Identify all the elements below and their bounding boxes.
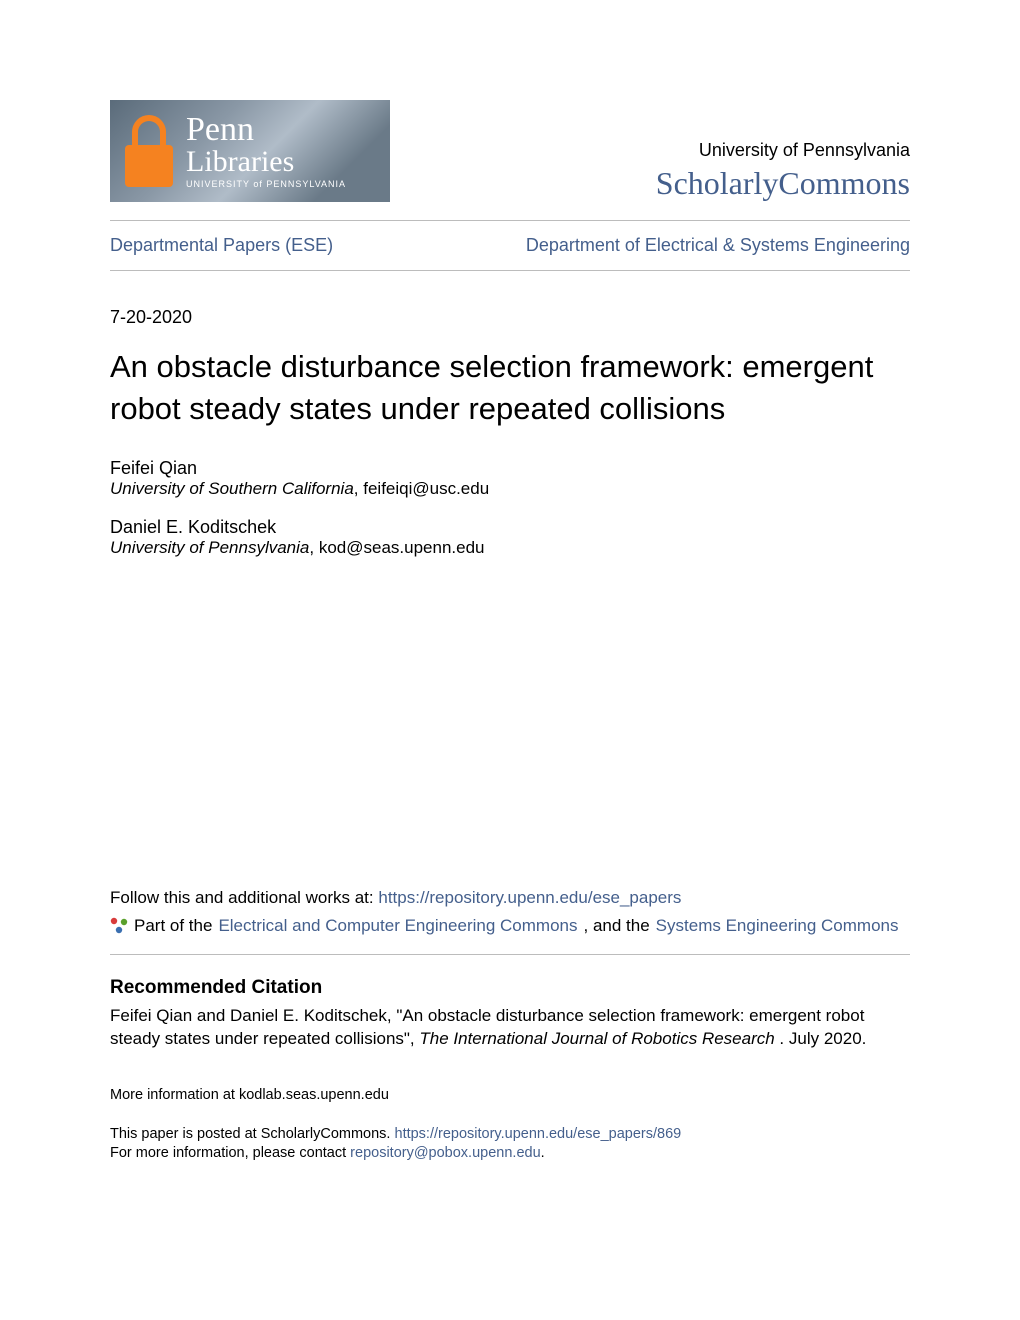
breadcrumb-row: Departmental Papers (ESE) Department of … xyxy=(110,221,910,270)
paper-repo-link[interactable]: https://repository.upenn.edu/ese_papers/… xyxy=(395,1126,682,1142)
citation-post: . July 2020. xyxy=(775,1029,867,1048)
open-access-lock-icon xyxy=(120,115,178,187)
department-link[interactable]: Department of Electrical & Systems Engin… xyxy=(526,235,910,256)
divider xyxy=(110,270,910,271)
logo-libraries: Libraries xyxy=(186,147,346,177)
penn-libraries-logo[interactable]: Penn Libraries UNIVERSITY of PENNSYLVANI… xyxy=(110,100,390,202)
author-block: Feifei Qian University of Southern Calif… xyxy=(110,458,910,499)
author-affiliation: University of Southern California, feife… xyxy=(110,479,910,499)
footer-2-pre: For more information, please contact xyxy=(110,1145,350,1161)
commons-link-2[interactable]: Systems Engineering Commons xyxy=(656,916,899,936)
contact-email-link[interactable]: repository@pobox.upenn.edu xyxy=(350,1145,540,1161)
author-email: kod@seas.upenn.edu xyxy=(319,538,485,557)
author-block: Daniel E. Koditschek University of Penns… xyxy=(110,517,910,558)
partof-prefix: Part of the xyxy=(134,916,212,936)
citation-journal: The International Journal of Robotics Re… xyxy=(419,1029,774,1048)
footer-2-post: . xyxy=(541,1145,545,1161)
logo-penn: Penn xyxy=(186,113,346,147)
affiliation-name: University of Southern California xyxy=(110,479,354,498)
footer-1-pre: This paper is posted at ScholarlyCommons… xyxy=(110,1126,395,1142)
publication-date: 7-20-2020 xyxy=(110,307,910,328)
repository-link[interactable]: ScholarlyCommons xyxy=(656,165,910,201)
author-name: Daniel E. Koditschek xyxy=(110,517,910,538)
author-email: feifeiqi@usc.edu xyxy=(363,479,489,498)
follow-prefix: Follow this and additional works at: xyxy=(110,888,378,907)
institution-name: University of Pennsylvania xyxy=(656,140,910,161)
more-info: More information at kodlab.seas.upenn.ed… xyxy=(110,1087,910,1103)
footer-block: This paper is posted at ScholarlyCommons… xyxy=(110,1125,910,1164)
part-of-row: Part of the Electrical and Computer Engi… xyxy=(110,916,910,936)
follow-link[interactable]: https://repository.upenn.edu/ese_papers xyxy=(378,888,681,907)
recommended-citation: Recommended Citation Feifei Qian and Dan… xyxy=(110,977,910,1051)
author-affiliation: University of Pennsylvania, kod@seas.upe… xyxy=(110,538,910,558)
citation-text: Feifei Qian and Daniel E. Koditschek, "A… xyxy=(110,1005,910,1051)
paper-title: An obstacle disturbance selection framew… xyxy=(110,346,910,430)
logo-subtext: UNIVERSITY of PENNSYLVANIA xyxy=(186,179,346,189)
collection-link[interactable]: Departmental Papers (ESE) xyxy=(110,235,333,256)
divider xyxy=(110,954,910,955)
commons-link-1[interactable]: Electrical and Computer Engineering Comm… xyxy=(218,916,577,936)
logo-text: Penn Libraries UNIVERSITY of PENNSYLVANI… xyxy=(186,113,346,189)
institution-block: University of Pennsylvania ScholarlyComm… xyxy=(656,140,910,202)
affiliation-name: University of Pennsylvania xyxy=(110,538,309,557)
author-name: Feifei Qian xyxy=(110,458,910,479)
footer-line-2: For more information, please contact rep… xyxy=(110,1144,910,1164)
partof-connector: , and the xyxy=(584,916,650,936)
header: Penn Libraries UNIVERSITY of PENNSYLVANI… xyxy=(110,100,910,202)
citation-heading: Recommended Citation xyxy=(110,977,910,999)
network-icon xyxy=(110,917,128,935)
authors-list: Feifei Qian University of Southern Calif… xyxy=(110,458,910,558)
follow-block: Follow this and additional works at: htt… xyxy=(110,888,910,936)
footer-line-1: This paper is posted at ScholarlyCommons… xyxy=(110,1125,910,1145)
